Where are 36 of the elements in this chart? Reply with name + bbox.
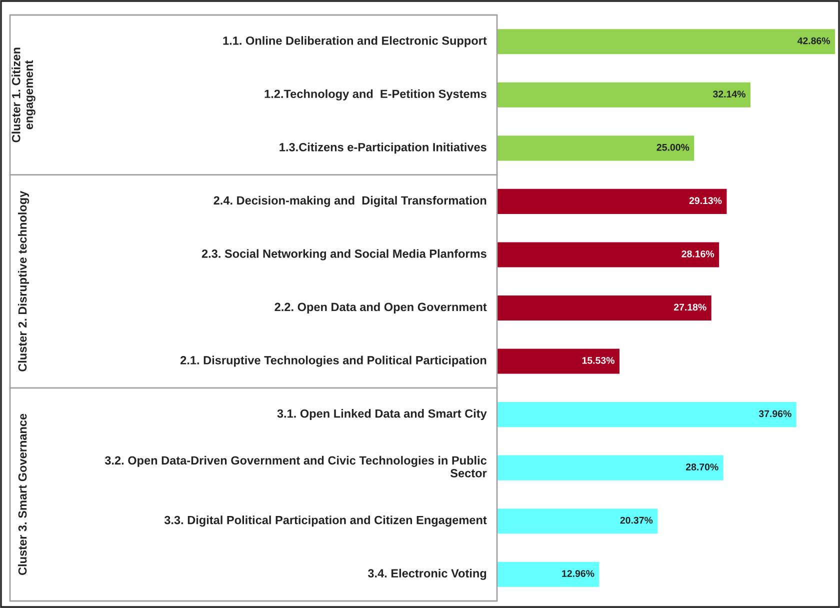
- y-tick-label: 1.2.Technology and E-Petition Systems: [264, 89, 486, 100]
- y-tick-label: 3.4. Electronic Voting: [368, 568, 486, 580]
- data-label: 25.00%: [656, 144, 690, 151]
- data-label: 12.96%: [562, 570, 594, 577]
- bar: [497, 29, 835, 54]
- y-tick-label: 2.1. Disruptive Technologies and Political Participation: [180, 356, 486, 367]
- bar: [497, 455, 724, 480]
- y-tick-label: 1.1. Online Deliberation and Electronic Support: [223, 36, 487, 48]
- text: Cluster 2. Disruptive technology: [18, 190, 30, 372]
- data-label: 28.16%: [682, 250, 714, 258]
- bar: [497, 188, 727, 214]
- y-tick-label: 2.4. Decision-making and Digital Transformation: [214, 196, 486, 207]
- bar: [497, 295, 712, 321]
- y-tick-label: 3.3. Digital Political Participation and Citizen Engagement: [164, 516, 487, 527]
- y-tick-label: 1.3.Citizens e-Participation Initiatives: [280, 142, 486, 154]
- bar: [497, 562, 600, 587]
- data-label: 37.96%: [758, 410, 792, 418]
- data-label: 27.18%: [674, 304, 706, 311]
- data-label: 29.13%: [689, 197, 722, 204]
- bar: [497, 402, 796, 428]
- y-tick-label: 2.3. Social Networking and Social Media Planforms: [202, 249, 486, 260]
- bar: [497, 136, 694, 161]
- y-tick-label: 3.1. Open Linked Data and Smart City: [277, 409, 487, 420]
- bar: [497, 348, 620, 374]
- bar: [497, 508, 658, 534]
- data-label: 15.53%: [582, 357, 614, 364]
- data-label: 20.37%: [620, 516, 653, 524]
- text: Cluster 3. Smart Governance: [18, 414, 27, 575]
- data-label: 28.70%: [686, 464, 718, 470]
- y-tick-label: 2.2. Open Data and Open Government: [274, 302, 487, 314]
- text: Cluster 1. Citizen engagement: [12, 48, 36, 142]
- bar: [497, 242, 720, 268]
- data-label: 42.86%: [797, 37, 830, 44]
- data-label: 32.14%: [712, 90, 746, 98]
- y-tick-label: 3.2. Open Data-Driven Government and Civic Technologies in Public Sector: [104, 456, 487, 478]
- bar: [497, 82, 750, 108]
